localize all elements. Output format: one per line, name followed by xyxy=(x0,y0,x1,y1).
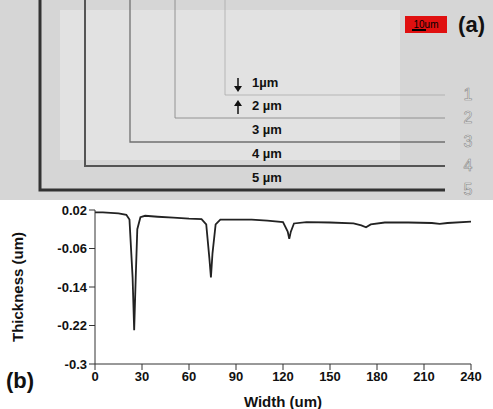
svg-text:3: 3 xyxy=(464,133,473,150)
svg-text:60: 60 xyxy=(182,369,196,384)
svg-text:150: 150 xyxy=(319,369,341,384)
svg-text:4 µm: 4 µm xyxy=(252,146,282,161)
svg-text:0.02: 0.02 xyxy=(62,203,87,218)
svg-text:210: 210 xyxy=(413,369,435,384)
svg-text:5: 5 xyxy=(464,181,473,198)
svg-text:180: 180 xyxy=(366,369,388,384)
svg-text:Thickness (um): Thickness (um) xyxy=(9,232,26,342)
svg-text:120: 120 xyxy=(272,369,294,384)
svg-text:4: 4 xyxy=(464,157,473,174)
svg-text:90: 90 xyxy=(229,369,243,384)
svg-text:2 µm: 2 µm xyxy=(252,98,282,113)
svg-text:-0.3: -0.3 xyxy=(65,357,87,372)
svg-text:-0.22: -0.22 xyxy=(57,318,87,333)
svg-text:1: 1 xyxy=(464,86,473,103)
svg-text:(a): (a) xyxy=(458,12,485,37)
svg-text:10um: 10um xyxy=(413,19,438,30)
svg-text:1µm: 1µm xyxy=(252,75,278,90)
svg-text:240: 240 xyxy=(460,369,482,384)
svg-text:-0.14: -0.14 xyxy=(57,280,87,295)
html-text:(b): (b) xyxy=(6,368,35,393)
svg-text:-0.06: -0.06 xyxy=(57,241,87,256)
svg-text:Width (um): Width (um) xyxy=(244,393,322,409)
svg-text:5 µm: 5 µm xyxy=(252,170,282,185)
svg-text:2: 2 xyxy=(464,109,473,126)
svg-text:0: 0 xyxy=(91,369,98,384)
svg-text:30: 30 xyxy=(135,369,149,384)
svg-text:3 µm: 3 µm xyxy=(252,122,282,137)
